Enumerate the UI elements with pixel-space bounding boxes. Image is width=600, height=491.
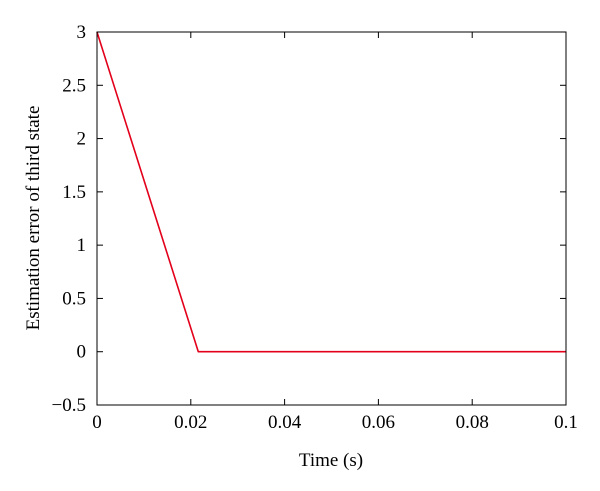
plot-frame	[96, 31, 567, 406]
x-tick-label: 0.08	[456, 412, 489, 433]
series-layer	[96, 31, 566, 353]
series-line	[96, 31, 566, 353]
y-tick-label: 2	[77, 129, 87, 150]
y-tick-label: 2.5	[62, 75, 86, 96]
y-tick-label: 0	[77, 342, 87, 363]
y-axis-ticks: −0.5 0 0.5 1 1.5 2 2.5 3	[52, 22, 566, 416]
x-tick-label: 0.02	[174, 412, 207, 433]
y-tick-label: 3	[77, 22, 87, 43]
y-tick-label: 1	[77, 235, 87, 256]
y-tick-label: 0.5	[62, 288, 86, 309]
x-tick-label: 0.04	[268, 412, 302, 433]
x-tick-label: 0.06	[362, 412, 395, 433]
x-tick-label: 0.1	[554, 412, 578, 433]
x-tick-label: 0	[92, 412, 102, 433]
y-tick-label: 1.5	[62, 182, 86, 203]
y-axis-label: Estimation error of third state	[23, 106, 44, 331]
x-axis-ticks: 0 0.02 0.04 0.06 0.08 0.1	[92, 32, 578, 433]
y-tick-label: −0.5	[52, 395, 86, 416]
x-axis-label: Time (s)	[299, 450, 363, 471]
